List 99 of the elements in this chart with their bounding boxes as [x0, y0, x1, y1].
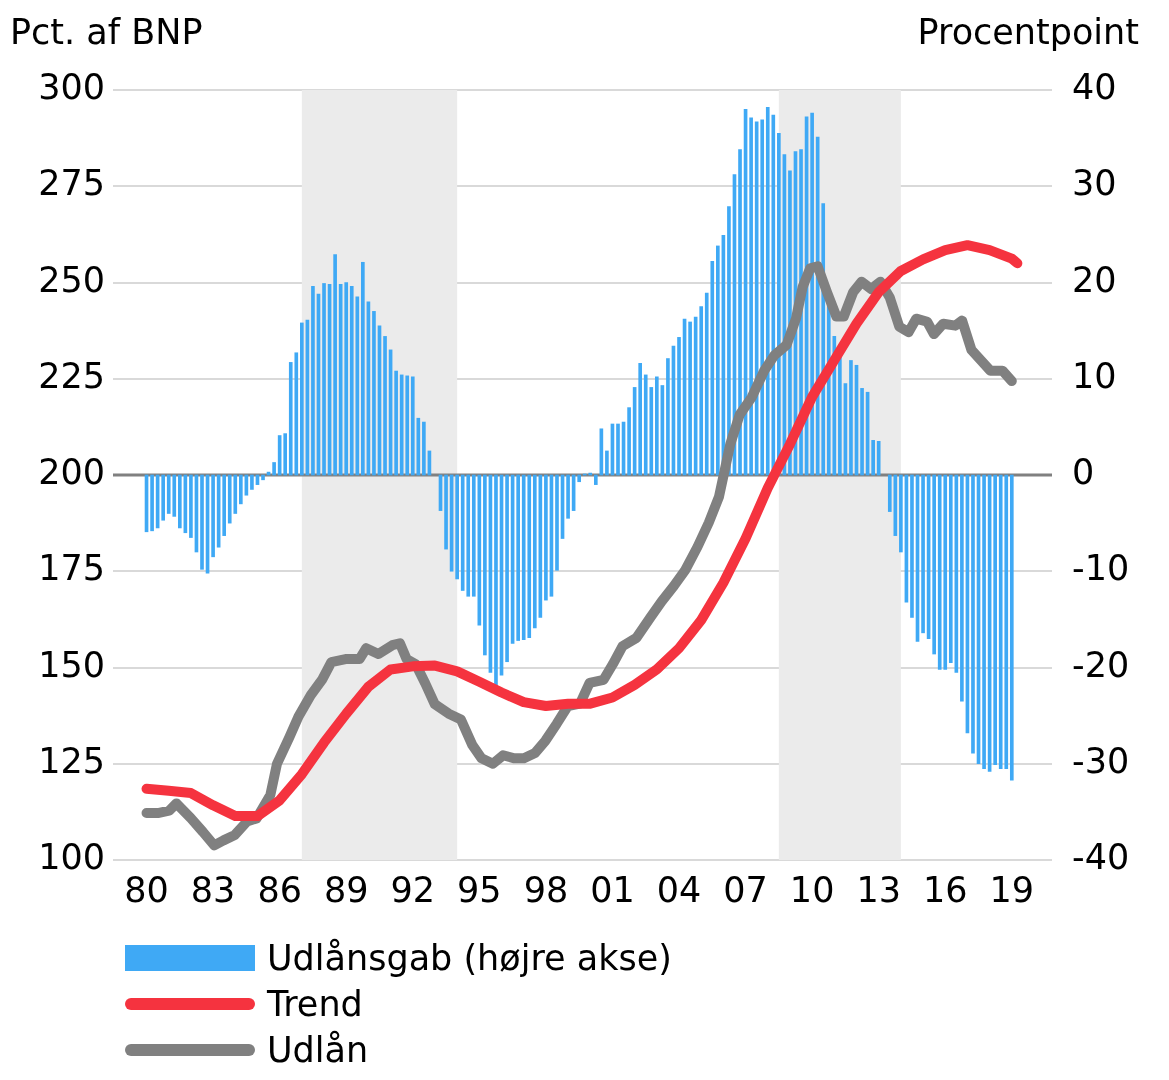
bar — [616, 423, 620, 476]
y2-tick-label: -10 — [1072, 548, 1130, 589]
y-tick-label: 250 — [38, 259, 105, 300]
bar — [876, 440, 881, 476]
bar — [971, 474, 975, 754]
bar — [871, 440, 875, 476]
bar — [422, 421, 426, 476]
bar — [948, 474, 953, 664]
bar — [344, 282, 349, 476]
y-tick-label: 175 — [38, 548, 105, 589]
y2-tick-label: -40 — [1072, 837, 1130, 878]
bar — [932, 474, 936, 655]
bar — [688, 321, 692, 476]
bar — [555, 474, 559, 571]
bar — [655, 376, 659, 476]
y2-tick-label: 0 — [1072, 452, 1095, 493]
bar — [261, 474, 265, 481]
x-tick-label: 98 — [523, 870, 569, 911]
y-tick-label: 125 — [38, 740, 105, 781]
bar — [605, 450, 609, 476]
x-tick-label: 04 — [656, 870, 702, 911]
bar — [532, 474, 537, 629]
x-tick-label: 07 — [723, 870, 768, 911]
bar — [239, 474, 243, 505]
bar — [749, 117, 753, 476]
y-tick-label: 200 — [38, 452, 105, 493]
x-tick-label: 13 — [856, 870, 901, 911]
bar — [394, 370, 398, 476]
legend-label: Udlån — [267, 1030, 369, 1070]
bar — [760, 119, 765, 476]
bar — [483, 474, 487, 656]
bar — [849, 360, 853, 476]
bar — [471, 474, 476, 597]
bar — [322, 283, 326, 476]
bar — [777, 132, 781, 476]
bar — [716, 245, 720, 476]
bar — [211, 474, 215, 558]
bar — [383, 336, 387, 476]
bar — [982, 474, 986, 769]
y-tick-label: 100 — [38, 837, 105, 878]
bar — [283, 433, 288, 476]
bar — [666, 358, 670, 476]
x-tick-label: 86 — [257, 870, 302, 911]
bar — [161, 474, 166, 521]
bar — [860, 388, 864, 476]
bar — [361, 261, 365, 476]
x-tick-label: 92 — [390, 870, 436, 911]
x-tick-label: 10 — [789, 870, 835, 911]
bar — [638, 363, 643, 476]
bar — [150, 474, 154, 532]
bar — [577, 474, 581, 483]
bar — [921, 474, 925, 634]
bar — [566, 474, 570, 519]
bar — [677, 337, 681, 476]
bar — [738, 149, 742, 476]
x-tick-label: 80 — [124, 870, 169, 911]
y2-tick-label: 20 — [1072, 259, 1117, 300]
bar — [333, 254, 337, 476]
bar — [505, 474, 509, 663]
bar — [455, 474, 459, 580]
y2-axis-title: Procentpoint — [917, 12, 1139, 52]
x-tick-label: 95 — [457, 870, 502, 911]
y2-tick-label: -30 — [1072, 740, 1130, 781]
bar — [311, 286, 315, 476]
y-tick-label: 300 — [38, 67, 105, 108]
bar — [544, 474, 548, 601]
x-tick-label: 16 — [922, 870, 968, 911]
bar — [627, 407, 631, 476]
bar — [222, 474, 227, 536]
bar — [1009, 474, 1014, 781]
bar — [372, 311, 376, 476]
bar — [699, 306, 704, 476]
y-axis-title: Pct. af BNP — [10, 12, 203, 52]
bar — [516, 474, 520, 641]
x-tick-label: 19 — [989, 870, 1035, 911]
bar — [189, 474, 193, 538]
bar — [899, 474, 903, 553]
bar — [300, 322, 304, 476]
bar — [993, 474, 997, 766]
y-tick-label: 225 — [38, 355, 105, 396]
legend-label: Udlånsgab (højre akse) — [267, 938, 672, 978]
bar — [960, 474, 964, 702]
bar — [444, 474, 448, 550]
bar — [177, 474, 182, 529]
y2-tick-label: 40 — [1072, 67, 1117, 108]
x-tick-label: 89 — [323, 870, 369, 911]
bar — [272, 462, 276, 476]
bar — [200, 474, 204, 570]
y2-tick-label: 30 — [1072, 163, 1117, 204]
bar — [910, 474, 914, 618]
x-tick-label: 01 — [590, 870, 635, 911]
bar — [593, 474, 598, 485]
bar — [250, 474, 254, 490]
x-tick-label: 83 — [190, 870, 236, 911]
y-tick-label: 150 — [38, 644, 105, 685]
y2-tick-label: 10 — [1072, 355, 1117, 396]
legend-label: Trend — [267, 984, 363, 1024]
y-tick-label: 275 — [38, 163, 105, 204]
y2-tick-label: -20 — [1072, 644, 1130, 685]
